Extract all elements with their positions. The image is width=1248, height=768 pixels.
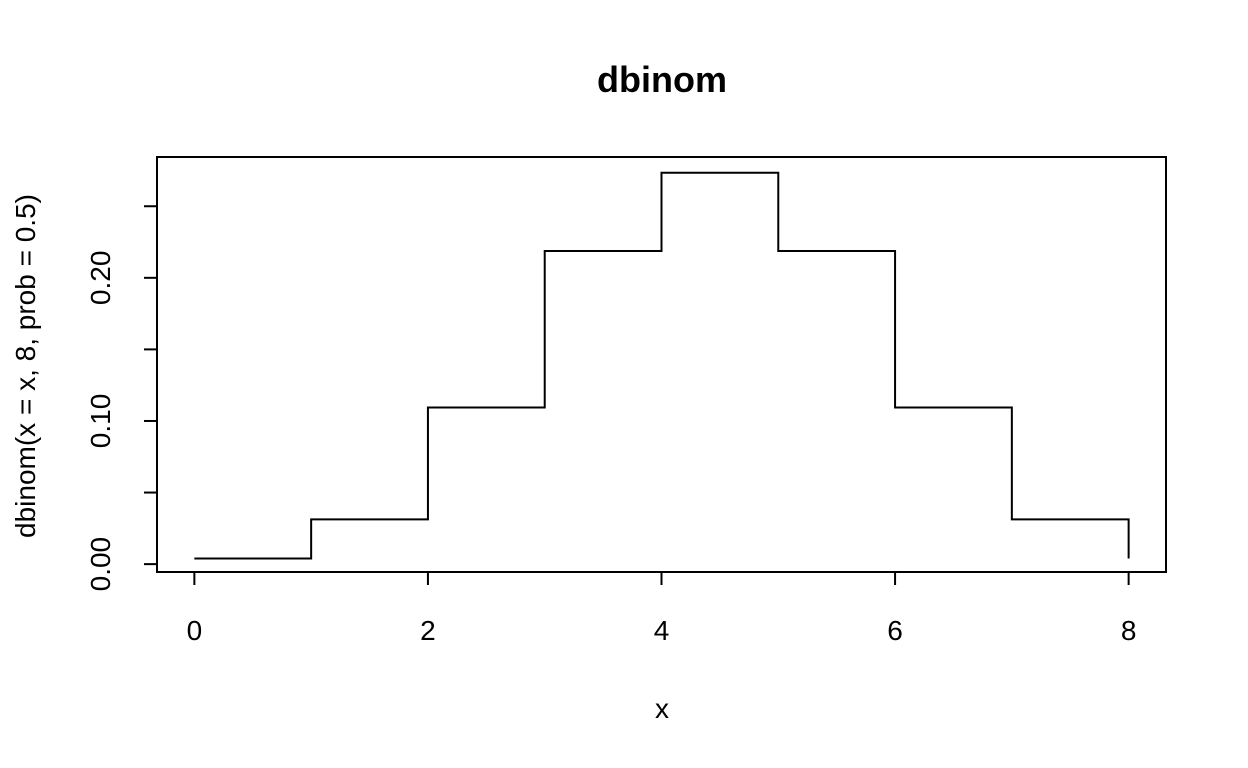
y-axis-ticks: 0.00 0.10 0.20 — [85, 205, 157, 592]
x-tick-label: 6 — [887, 615, 903, 646]
series-group — [194, 171, 1130, 560]
x-tick-label: 2 — [420, 615, 436, 646]
x-tick-label: 4 — [654, 615, 670, 646]
y-tick-label: 0.20 — [85, 251, 116, 306]
y-tick-label: 0.00 — [85, 537, 116, 592]
x-axis-ticks: 0 2 4 6 8 — [187, 572, 1137, 646]
chart-title: dbinom — [597, 59, 727, 100]
step-series-line — [194, 171, 1130, 560]
y-axis-label: dbinom(x = x, 8, prob = 0.5) — [10, 194, 41, 538]
x-axis-label: x — [655, 693, 669, 724]
x-tick-label: 8 — [1121, 615, 1137, 646]
x-tick-label: 0 — [187, 615, 203, 646]
y-tick-label: 0.10 — [85, 394, 116, 449]
